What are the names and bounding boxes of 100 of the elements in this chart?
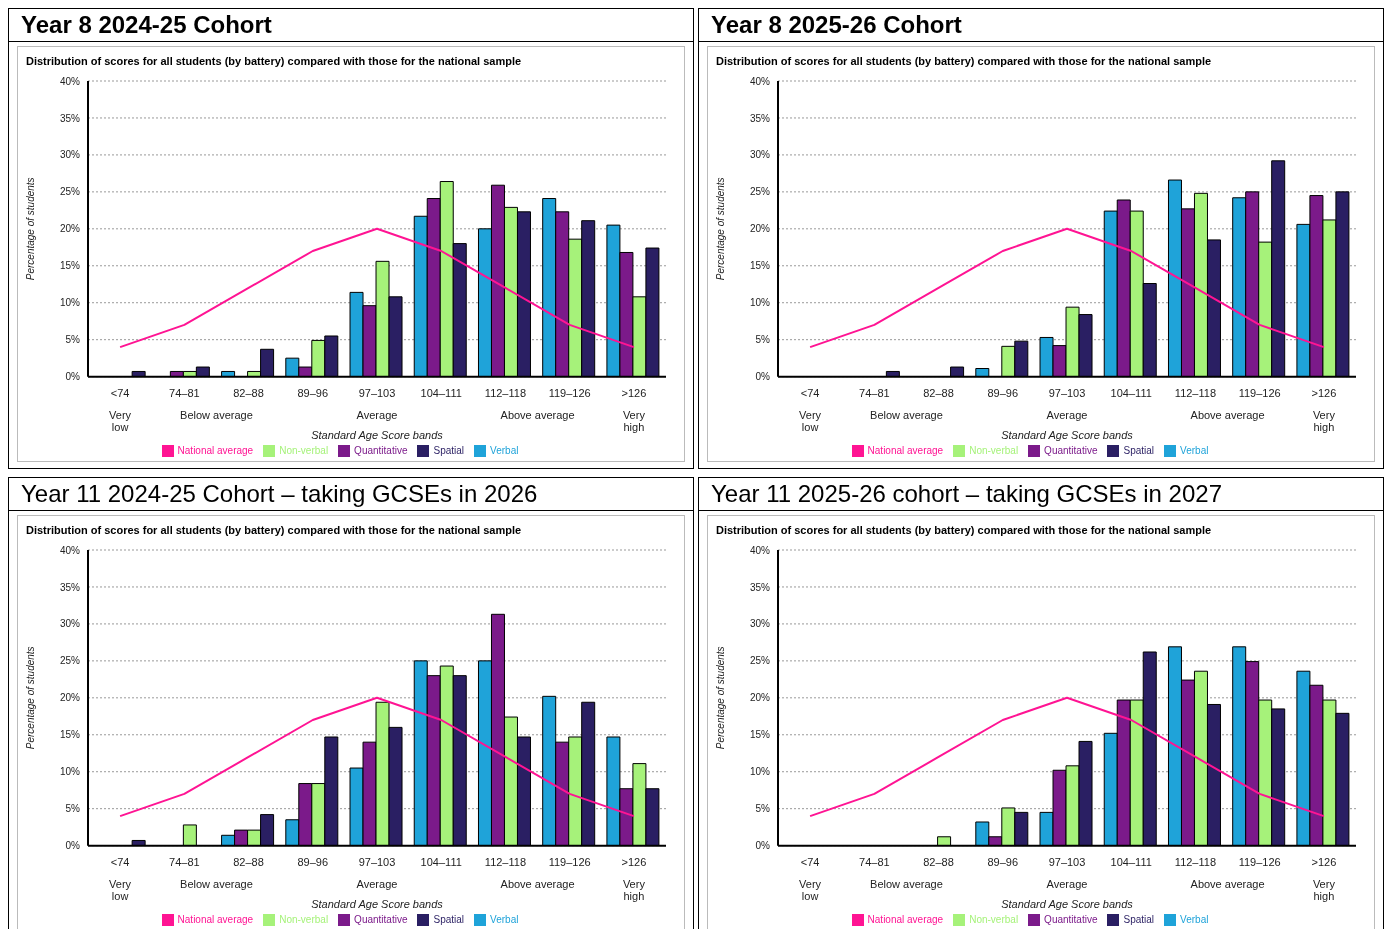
- text: Above average: [1190, 408, 1265, 421]
- x-tick-label: 82–88: [923, 386, 954, 399]
- y-tick-label: 10%: [749, 297, 771, 309]
- y-tick-label: 5%: [755, 803, 771, 815]
- y-tick-label: 30%: [59, 149, 81, 161]
- y-tick-label: 40%: [59, 544, 81, 556]
- legend-label: Verbal: [1180, 444, 1209, 456]
- text: Very low: [799, 877, 822, 902]
- x-axis-title: Standard Age Score bands: [1001, 897, 1134, 910]
- y-tick-label: 10%: [749, 766, 771, 778]
- legend-label: Quantitative: [354, 444, 408, 456]
- legend-label: Spatial: [433, 913, 465, 925]
- text: Very high: [622, 408, 646, 433]
- x-tick-label: 119–126: [1238, 855, 1281, 868]
- x-tick-label: 97–103: [1048, 386, 1086, 399]
- text: Average: [1046, 877, 1088, 890]
- legend-label: Verbal: [1180, 913, 1209, 925]
- y-tick-label: 20%: [749, 223, 771, 235]
- y-axis-title: Percentage of students: [714, 646, 726, 750]
- x-tick-label: 82–88: [233, 386, 264, 399]
- x-tick-label: 74–81: [859, 855, 890, 868]
- chart-title: Year 8 2025-26 Cohort: [699, 9, 1383, 42]
- x-tick-label: 89–96: [987, 386, 1019, 399]
- y-tick-label: 20%: [59, 223, 81, 235]
- legend-label: Verbal: [490, 444, 519, 456]
- legend-label: Non-verbal: [279, 913, 329, 925]
- x-tick-label: 74–81: [859, 386, 890, 399]
- chart-title: Year 8 2024-25 Cohort: [9, 9, 693, 42]
- y-tick-label: 0%: [65, 840, 81, 852]
- y-tick-label: 5%: [65, 803, 81, 815]
- text: Average: [356, 877, 398, 890]
- x-tick-label: <74: [110, 386, 130, 399]
- legend-label: Non-verbal: [969, 444, 1019, 456]
- line-series: [809, 227, 1325, 349]
- legend-label: Spatial: [1123, 913, 1155, 925]
- legend-label: National average: [867, 444, 944, 456]
- chart-subtitle: Distribution of scores for all students (by battery) compared with those for the national sample: [715, 54, 1213, 69]
- y-tick-label: 15%: [749, 729, 771, 741]
- text: Above average: [500, 877, 575, 890]
- y-tick-label: 15%: [59, 729, 81, 741]
- x-tick-label: 82–88: [923, 855, 954, 868]
- text: Below average: [870, 408, 943, 421]
- chart-subtitle: Distribution of scores for all students (by battery) compared with those for the national sample: [715, 523, 1213, 538]
- legend-label: Quantitative: [354, 913, 408, 925]
- y-tick-label: 25%: [59, 655, 81, 667]
- y-axis-title: Percentage of students: [24, 646, 36, 750]
- y-tick-label: 15%: [749, 260, 771, 272]
- y-tick-label: 30%: [59, 618, 81, 630]
- y-tick-label: 25%: [59, 186, 81, 198]
- y-tick-label: 30%: [749, 618, 771, 630]
- text: Very high: [1312, 877, 1336, 902]
- y-tick-label: 35%: [59, 581, 81, 593]
- chart-subtitle: Distribution of scores for all students (by battery) compared with those for the national sample: [25, 523, 523, 538]
- x-tick-label: 112–118: [484, 855, 527, 868]
- legend-label: Quantitative: [1044, 444, 1098, 456]
- line-series: [119, 696, 635, 818]
- x-tick-label: 74–81: [169, 386, 200, 399]
- x-tick-label: <74: [800, 386, 820, 399]
- y-axis-title: Percentage of students: [24, 177, 36, 281]
- text: Below average: [870, 877, 943, 890]
- y-tick-label: 5%: [65, 334, 81, 346]
- legend-label: National average: [867, 913, 944, 925]
- x-tick-label: 112–118: [484, 386, 527, 399]
- x-tick-label: >126: [1311, 855, 1337, 868]
- x-tick-label: 112–118: [1174, 386, 1217, 399]
- x-tick-label: >126: [1311, 386, 1337, 399]
- y-tick-label: 10%: [59, 766, 81, 778]
- text: Below average: [180, 408, 253, 421]
- x-tick-label: 89–96: [987, 855, 1019, 868]
- text: Above average: [1190, 877, 1265, 890]
- x-tick-label: 112–118: [1174, 855, 1217, 868]
- x-tick-label: 74–81: [169, 855, 200, 868]
- y-tick-label: 35%: [749, 581, 771, 593]
- y-tick-label: 40%: [749, 544, 771, 556]
- x-tick-label: 82–88: [233, 855, 264, 868]
- y-tick-label: 0%: [755, 371, 771, 383]
- y-tick-label: 25%: [749, 655, 771, 667]
- y-tick-label: 10%: [59, 297, 81, 309]
- x-tick-label: 119–126: [1238, 386, 1281, 399]
- x-tick-label: <74: [110, 855, 130, 868]
- x-tick-label: 104–111: [420, 855, 462, 868]
- chart-subtitle: Distribution of scores for all students (by battery) compared with those for the national sample: [25, 54, 523, 69]
- legend-label: Non-verbal: [969, 913, 1019, 925]
- x-tick-label: 104–111: [1110, 386, 1152, 399]
- text: Very low: [109, 877, 132, 902]
- legend-label: Spatial: [1123, 444, 1155, 456]
- x-axis-title: Standard Age Score bands: [1001, 428, 1134, 441]
- y-tick-label: 20%: [749, 692, 771, 704]
- x-tick-label: 97–103: [358, 855, 396, 868]
- text: Average: [356, 408, 398, 421]
- text: Below average: [180, 877, 253, 890]
- text: Very high: [622, 877, 646, 902]
- x-tick-label: 104–111: [1110, 855, 1152, 868]
- text: Very low: [799, 408, 822, 433]
- legend-label: Quantitative: [1044, 913, 1098, 925]
- chart-title: Year 11 2025-26 cohort – taking GCSEs in 2027: [699, 478, 1383, 511]
- y-tick-label: 40%: [749, 75, 771, 87]
- y-tick-label: 30%: [749, 149, 771, 161]
- text: Very low: [109, 408, 132, 433]
- y-tick-label: 40%: [59, 75, 81, 87]
